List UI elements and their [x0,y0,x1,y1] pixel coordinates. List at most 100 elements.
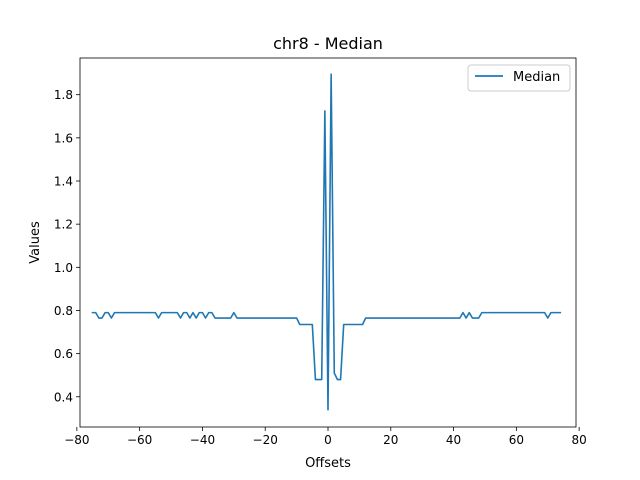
data-point [220,317,222,319]
data-point [368,317,370,319]
data-point [399,317,401,319]
data-point [246,317,248,319]
data-point [500,312,502,314]
x-tick-label: 20 [383,433,398,447]
data-point [494,312,496,314]
data-point [428,317,430,319]
data-point [236,317,238,319]
x-tick-label: −60 [127,433,152,447]
x-tick-label: −20 [253,433,278,447]
data-point [136,312,138,314]
data-point [333,372,335,374]
data-point [396,317,398,319]
data-point [277,317,279,319]
data-point [421,317,423,319]
data-point [418,317,420,319]
data-point [211,312,213,314]
data-point [522,312,524,314]
data-point [145,312,147,314]
data-point [151,312,153,314]
data-point [183,312,185,314]
data-point [249,317,251,319]
data-point [550,312,552,314]
data-point [299,324,301,326]
data-point [286,317,288,319]
legend-label-median: Median [513,70,560,85]
data-point [547,317,549,319]
data-point [525,312,527,314]
data-point [142,312,144,314]
data-point [164,312,166,314]
data-point [252,317,254,319]
data-point [346,324,348,326]
data-point [387,317,389,319]
data-point [107,312,109,314]
y-axis-label: Values [28,221,43,264]
data-point [487,312,489,314]
y-tick-label: 0.8 [54,304,73,318]
data-point [92,312,94,314]
data-point [409,317,411,319]
data-point [519,312,521,314]
data-point [126,312,128,314]
data-point [242,317,244,319]
series-layer [91,73,562,411]
data-point [512,312,514,314]
data-point [553,312,555,314]
data-point [258,317,260,319]
data-point [443,317,445,319]
data-point [214,317,216,319]
data-point [101,317,103,319]
data-point [283,317,285,319]
data-point [114,312,116,314]
data-point [352,324,354,326]
y-tick-label: 1.2 [54,218,73,232]
data-point [321,379,323,381]
data-point [359,324,361,326]
data-point [129,312,131,314]
data-point [431,317,433,319]
data-point [509,312,511,314]
y-tick-label: 1.4 [54,175,73,189]
data-point [349,324,351,326]
data-point [538,312,540,314]
data-point [390,317,392,319]
data-point [403,317,405,319]
data-point [327,409,329,411]
x-tick-label: −40 [190,433,215,447]
series-line-median [91,73,562,411]
data-point [374,317,376,319]
data-point [465,317,467,319]
data-point [384,317,386,319]
data-point [534,312,536,314]
data-point [264,317,266,319]
data-point [133,312,135,314]
data-point [459,317,461,319]
data-point [456,317,458,319]
data-point [239,317,241,319]
data-point [324,110,326,112]
data-point [544,312,546,314]
data-point [202,312,204,314]
data-point [434,317,436,319]
data-point [180,317,182,319]
data-point [186,312,188,314]
data-point [198,312,200,314]
plot-frame [79,57,577,428]
data-point [104,312,106,314]
data-point [280,317,282,319]
data-point [189,317,191,319]
chart-title: chr8 - Median [273,34,383,53]
x-axis-label: Offsets [305,456,351,471]
data-point [268,317,270,319]
data-point [440,317,442,319]
data-point [560,312,562,314]
x-tick-label: 80 [571,433,586,447]
data-point [337,379,339,381]
data-point [224,317,226,319]
data-point [305,324,307,326]
data-point [255,317,257,319]
data-point [425,317,427,319]
